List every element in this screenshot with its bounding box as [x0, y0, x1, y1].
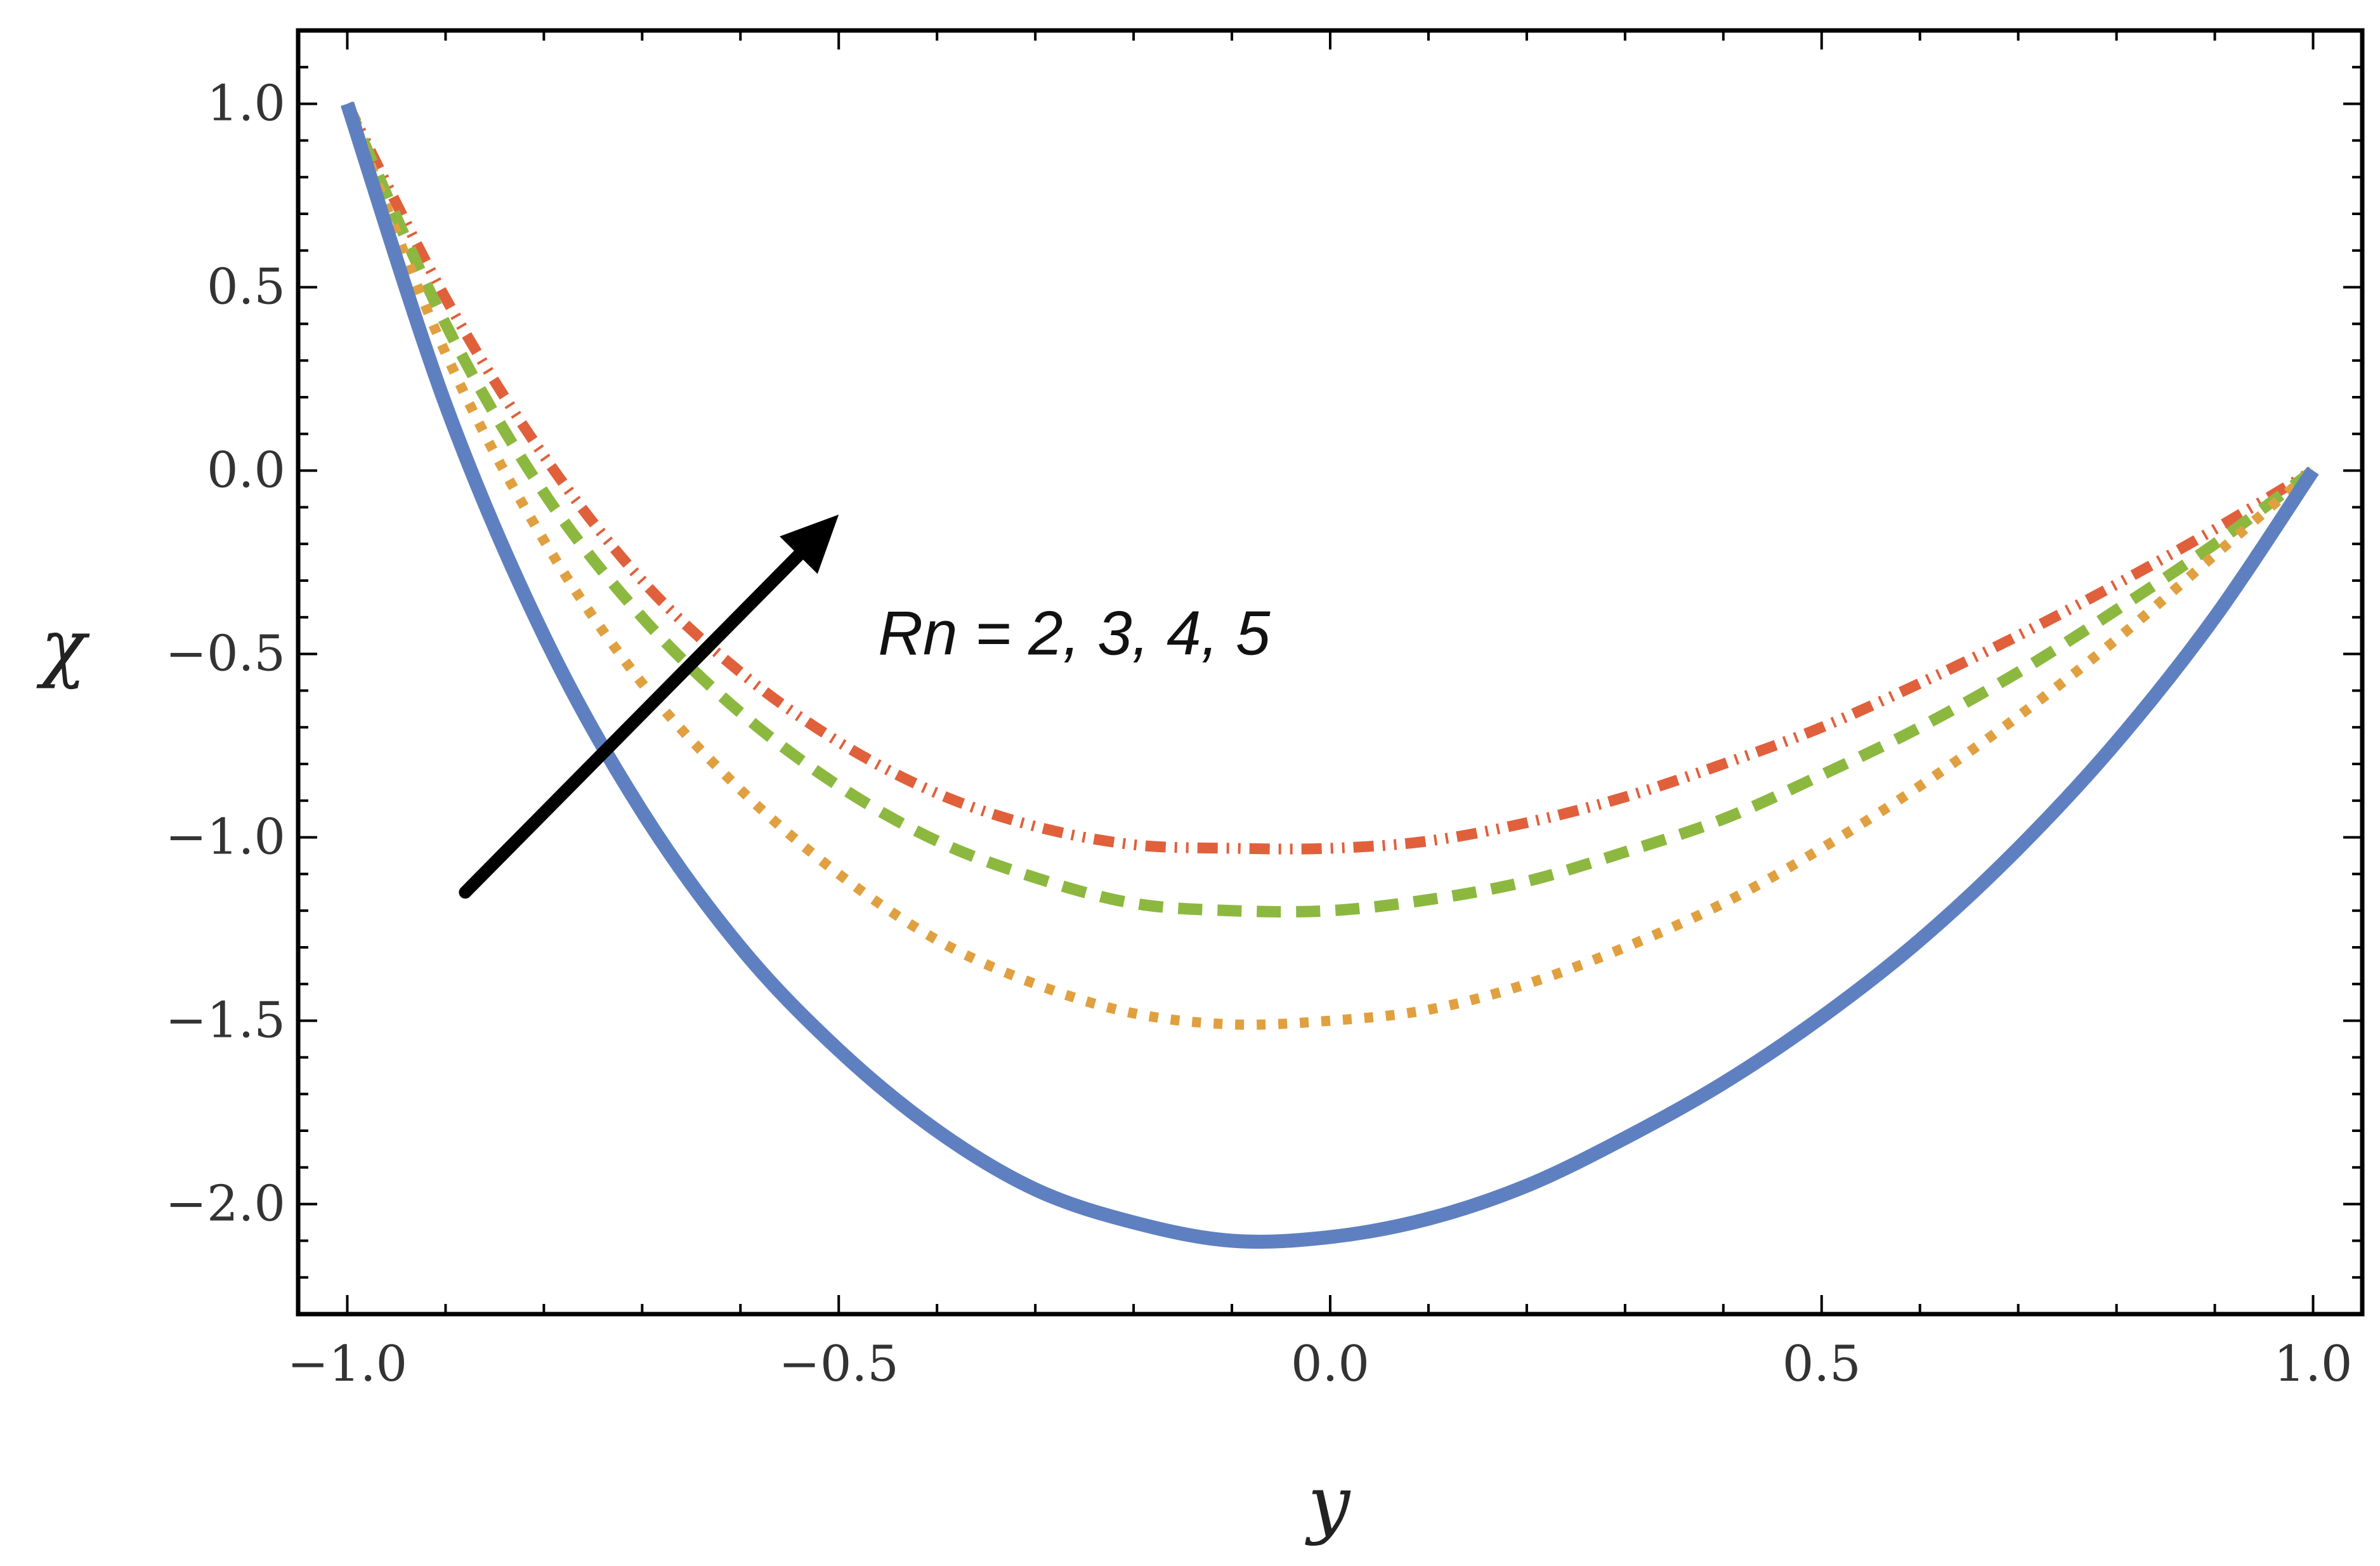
plot-frame [296, 28, 2365, 1317]
y-tick-label: 1.0 [207, 76, 285, 133]
annotation-arrow [459, 544, 809, 899]
x-axis-title: y [1305, 1459, 1351, 1547]
y-tick-label: 0.5 [207, 259, 285, 316]
series-line-rn-2 [341, 102, 2319, 1249]
y-tick-label: −0.5 [166, 626, 285, 683]
series-layer [341, 101, 2319, 1249]
y-tick-label: −1.5 [166, 992, 285, 1049]
series-line-rn-3 [343, 102, 2317, 1030]
annotation-arrowhead [780, 514, 839, 574]
x-tick-label: −1.0 [287, 1336, 407, 1393]
x-tick-label: 1.0 [2274, 1336, 2353, 1393]
y-axis-title: χ [36, 603, 90, 690]
y-tick-label: −1.0 [166, 809, 285, 866]
y-tick-label: 0.0 [207, 442, 285, 499]
annotation-layer: Rn = 2, 3, 4, 5 [459, 514, 1271, 899]
tick-labels: −1.0 −0.5 0.0 0.5 1.0 1.0 0.5 0.0 −0.5 −1.0 −1.5 −2… [166, 76, 2353, 1393]
x-tick-label: 0.0 [1291, 1336, 1370, 1393]
y-tick-label: −2.0 [166, 1176, 285, 1233]
series-line-rn-5 [342, 101, 2316, 855]
x-tick-label: −0.5 [779, 1336, 899, 1393]
annotation-label: Rn = 2, 3, 4, 5 [878, 598, 1271, 668]
ticks [298, 30, 2362, 1314]
series-line-rn-4 [342, 101, 2317, 918]
x-tick-label: 0.5 [1782, 1336, 1861, 1393]
